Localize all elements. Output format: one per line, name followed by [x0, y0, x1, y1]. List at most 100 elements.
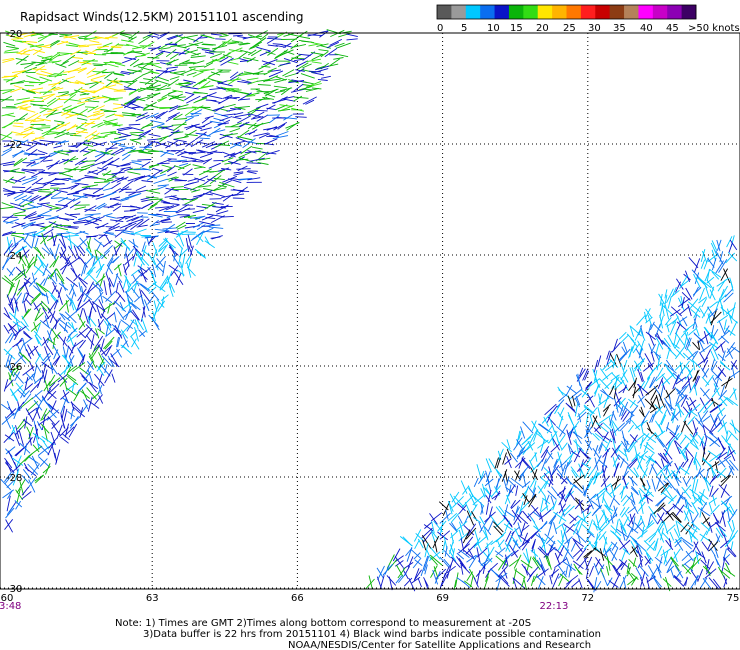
- wind-barb: [87, 148, 98, 152]
- wind-barb: [689, 441, 699, 450]
- wind-barb: [682, 317, 688, 327]
- wind-barb: [530, 504, 542, 517]
- wind-barb: [11, 186, 26, 189]
- wind-barb: [236, 115, 252, 124]
- wind-barb: [103, 244, 114, 254]
- wind-barb: [146, 236, 150, 247]
- wind-barb: [5, 347, 13, 355]
- wind-barb: [137, 66, 153, 71]
- wind-barb: [59, 34, 73, 38]
- wind-barb: [114, 227, 128, 238]
- wind-barb: [612, 531, 621, 541]
- wind-barb: [56, 424, 63, 439]
- wind-barb: [84, 36, 99, 41]
- wind-barb: [614, 375, 618, 390]
- wind-barb: [518, 430, 522, 440]
- wind-barb: [594, 457, 599, 471]
- wind-barb: [210, 56, 226, 64]
- wind-barb: [262, 96, 274, 100]
- wind-barb: [585, 412, 589, 425]
- wind-barb: [192, 41, 204, 46]
- wind-barb: [79, 367, 90, 376]
- wind-barb: [625, 414, 634, 423]
- wind-barb: [494, 517, 506, 529]
- wind-barb: [644, 531, 657, 543]
- wind-barb: [468, 493, 477, 507]
- wind-barb: [730, 345, 740, 353]
- wind-barb: [562, 561, 576, 571]
- wind-barb: [428, 551, 441, 562]
- wind-barb: [545, 494, 550, 505]
- wind-barb: [706, 269, 710, 282]
- wind-barb: [55, 122, 71, 130]
- wind-barb: [609, 483, 622, 495]
- wind-barb: [632, 386, 637, 399]
- wind-barb: [681, 420, 687, 433]
- wind-barb: [664, 363, 677, 374]
- wind-barb: [184, 133, 198, 137]
- wind-barb: [201, 116, 211, 124]
- wind-barb: [93, 344, 101, 352]
- wind-barb: [604, 380, 613, 390]
- wind-barb: [34, 49, 46, 54]
- wind-barb: [659, 409, 668, 425]
- wind-barb: [90, 79, 105, 84]
- wind-barb: [619, 420, 630, 432]
- wind-barb: [296, 62, 309, 71]
- wind-barb: [95, 150, 109, 155]
- wind-barb: [554, 552, 561, 566]
- wind-barb: [634, 521, 644, 531]
- wind-barb: [43, 243, 54, 257]
- wind-barb: [668, 494, 677, 505]
- wind-barb: [108, 163, 119, 167]
- wind-barb: [703, 349, 711, 363]
- wind-barb: [77, 215, 90, 221]
- wind-barb: [103, 149, 113, 155]
- wind-barb: [591, 544, 601, 553]
- wind-barb: [92, 256, 96, 267]
- wind-barb: [610, 444, 621, 458]
- wind-barb: [724, 376, 731, 389]
- wind-barb: [84, 130, 98, 139]
- wind-barb: [541, 458, 547, 471]
- wind-barb: [609, 495, 616, 508]
- wind-barb: [74, 182, 89, 186]
- wind-barb: [622, 411, 630, 422]
- wind-barb: [693, 318, 698, 328]
- wind-barb: [644, 311, 648, 323]
- wind-barb: [528, 494, 537, 508]
- wind-barb: [480, 505, 484, 515]
- wind-barb: [189, 245, 194, 257]
- wind-barb: [628, 346, 634, 359]
- wind-barb: [72, 406, 85, 418]
- wind-barb: [147, 203, 158, 211]
- wind-barb: [699, 278, 708, 289]
- wind-barb: [166, 66, 179, 69]
- wind-barb: [123, 210, 136, 212]
- wind-barb: [558, 434, 566, 445]
- wind-barb: [498, 575, 510, 587]
- wind-barb: [26, 40, 38, 43]
- wind-barb: [172, 131, 184, 134]
- wind-barb: [717, 353, 726, 362]
- wind-barb: [709, 340, 717, 351]
- wind-barb: [40, 408, 48, 422]
- wind-barb: [468, 504, 478, 518]
- wind-barb: [196, 224, 206, 231]
- wind-barb: [335, 42, 351, 49]
- wind-barb: [65, 382, 77, 392]
- wind-barb: [247, 80, 259, 85]
- wind-barb: [186, 95, 201, 104]
- wind-barb: [527, 441, 534, 451]
- wind-barb: [2, 58, 15, 64]
- wind-barb: [575, 499, 585, 511]
- wind-barb: [97, 328, 105, 335]
- wind-barb: [77, 44, 87, 47]
- wind-barb: [457, 548, 470, 558]
- wind-barb: [631, 341, 636, 352]
- wind-barb: [724, 535, 736, 547]
- wind-barb: [720, 268, 728, 281]
- wind-barb: [571, 469, 577, 479]
- wind-barb: [78, 45, 90, 48]
- wind-barb: [727, 520, 733, 532]
